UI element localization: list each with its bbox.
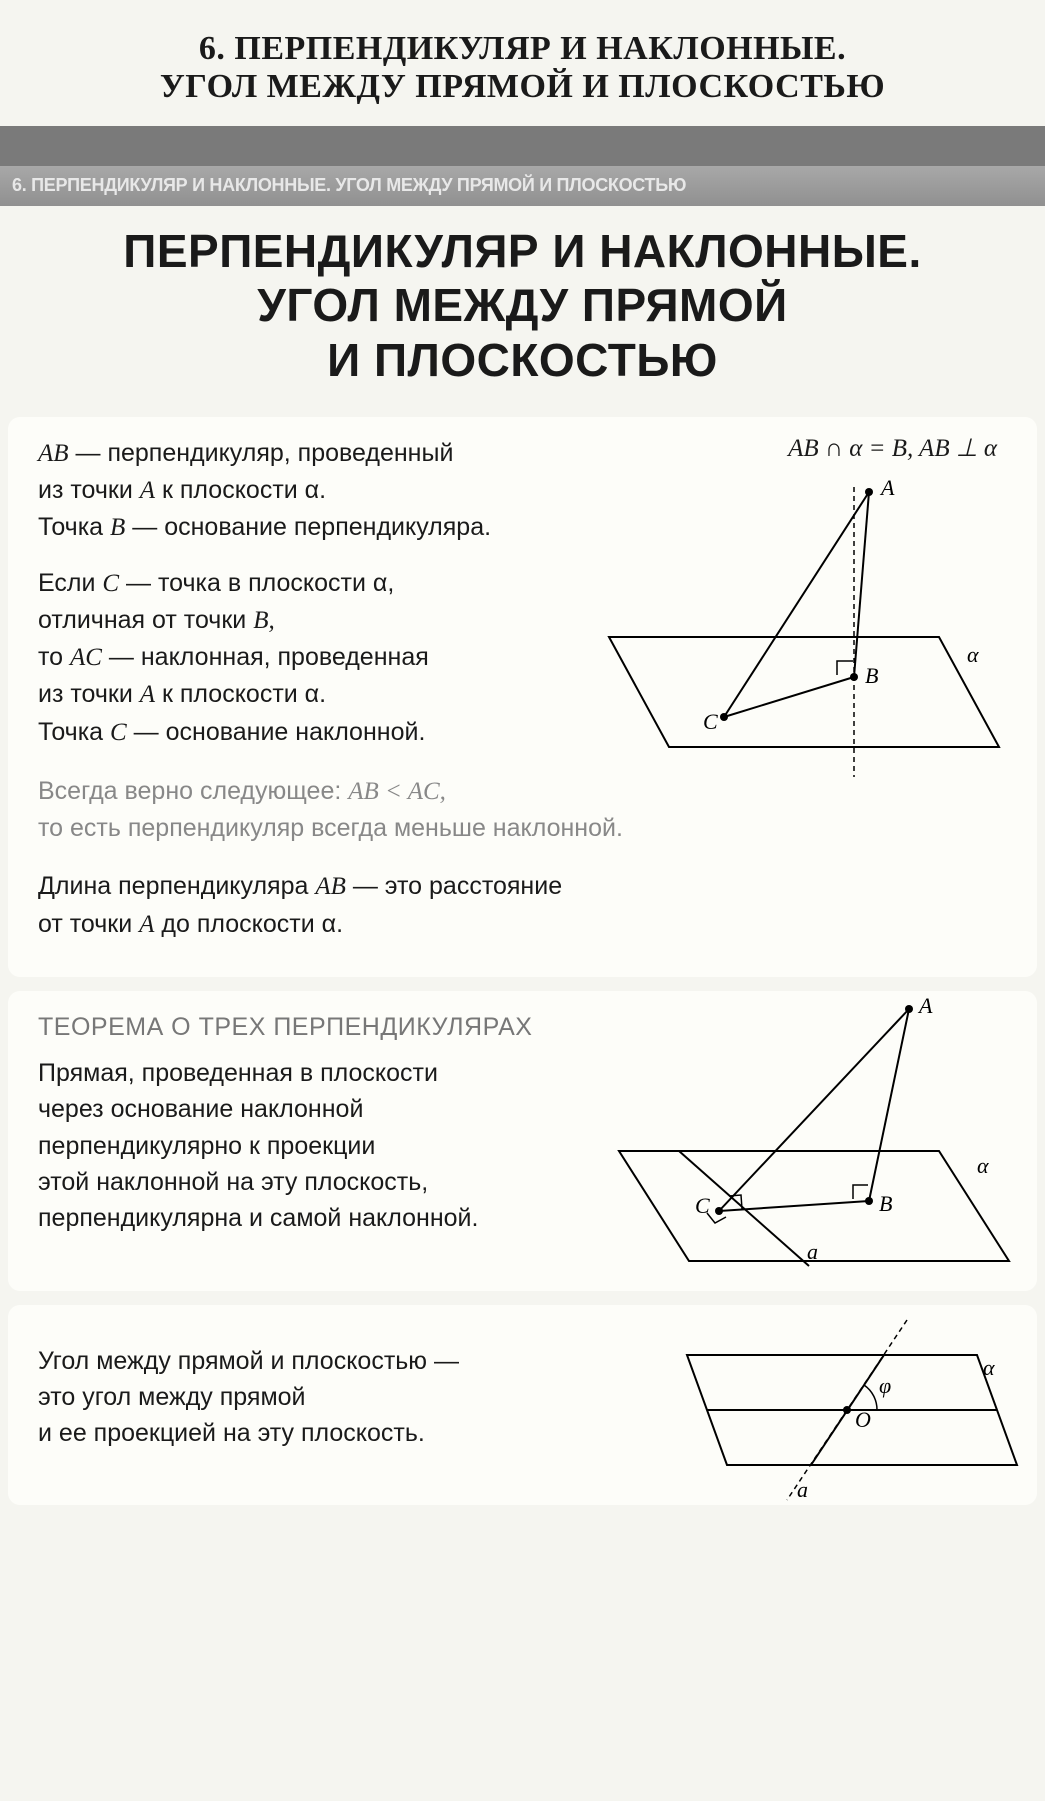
figure-angle-line-plane: O α φ a [647,1315,1027,1505]
fig3-label-phi: φ [879,1373,891,1398]
figure-perpendicular-oblique: A B C α [569,467,1019,787]
perpendicular-def: AB — перпендикуляр, проведенный из точки… [38,435,578,547]
fig1-label-alpha: α [967,642,979,667]
definitions-block: AB ∩ α = B, AB ⊥ α AB — перпендикуляр, п… [8,417,1037,977]
fig3-label-a: a [797,1477,808,1502]
label-AB: AB [38,440,69,467]
theorem-text: Прямая, проведенная в плоскости через ос… [38,1055,598,1236]
fig2-label-C: C [695,1193,710,1218]
angle-block: Угол между прямой и плоскостью — это уго… [8,1305,1037,1505]
main-title-line2: УГОЛ МЕЖДУ ПРЯМОЙ [10,278,1035,332]
fig1-label-C: C [703,709,718,734]
chapter-title: 6. ПЕРПЕНДИКУЛЯР И НАКЛОННЫЕ. УГОЛ МЕЖДУ… [0,0,1045,126]
main-title-line3: И ПЛОСКОСТЬЮ [10,333,1035,387]
figure-three-perpendiculars: A B C α a [589,991,1029,1281]
angle-text: Угол между прямой и плоскостью — это уго… [38,1323,638,1452]
fig2-label-A: A [917,993,933,1018]
oblique-def: Если C — точка в плоскости α, отличная о… [38,565,578,751]
fig1-label-B: B [865,663,878,688]
fig2-label-a: a [807,1239,818,1264]
main-title: ПЕРПЕНДИКУЛЯР И НАКЛОННЫЕ. УГОЛ МЕЖДУ ПР… [0,206,1045,409]
grey-divider-bar [0,126,1045,166]
distance-def: Длина перпендикуляра AB — это расстояние… [38,868,1015,943]
fig3-label-alpha: α [983,1355,995,1380]
three-perpendiculars-block: ТЕОРЕМА О ТРЕХ ПЕРПЕНДИКУЛЯРАХ Прямая, п… [8,991,1037,1291]
fig1-label-A: A [879,475,895,500]
intersection-formula: AB ∩ α = B, AB ⊥ α [788,431,997,467]
fig3-label-O: O [855,1407,871,1432]
fig2-label-B: B [879,1191,892,1216]
chapter-title-line1: 6. ПЕРПЕНДИКУЛЯР И НАКЛОННЫЕ. [10,30,1035,68]
grey-banner: 6. ПЕРПЕНДИКУЛЯР И НАКЛОННЫЕ. УГОЛ МЕЖДУ… [0,166,1045,206]
fig2-label-alpha: α [977,1153,989,1178]
grey-banner-text: 6. ПЕРПЕНДИКУЛЯР И НАКЛОННЫЕ. УГОЛ МЕЖДУ… [12,175,686,195]
chapter-title-line2: УГОЛ МЕЖДУ ПРЯМОЙ И ПЛОСКОСТЬЮ [10,68,1035,106]
main-title-line1: ПЕРПЕНДИКУЛЯР И НАКЛОННЫЕ. [10,224,1035,278]
